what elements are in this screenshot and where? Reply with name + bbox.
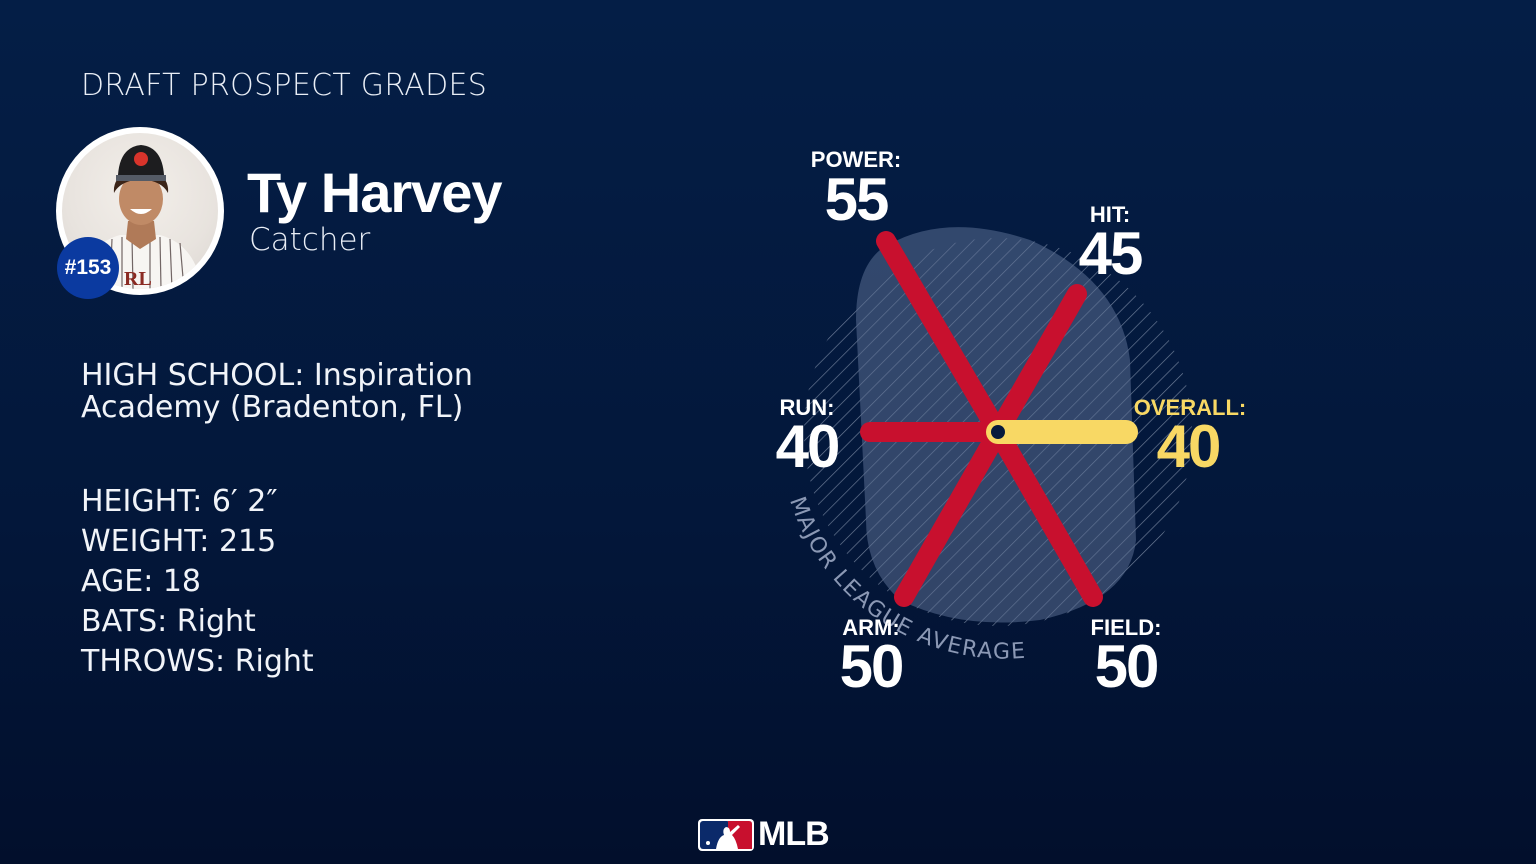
arm-spoke: [894, 422, 1008, 607]
high-school-info: HIGH SCHOOL: Inspiration Academy (Braden…: [81, 358, 473, 425]
run-value: 40: [775, 413, 841, 480]
hit-label: HIT:: [1089, 202, 1131, 227]
hit-spoke: [988, 284, 1087, 442]
center-dot: [991, 425, 1005, 439]
overall-label: OVERALL:: [1133, 395, 1247, 420]
player-position: Catcher: [249, 222, 371, 258]
age-stat: AGE: 18: [81, 564, 202, 599]
field-value: 50: [1094, 633, 1160, 700]
arm-label: ARM:: [842, 615, 900, 640]
field-label: FIELD:: [1090, 615, 1162, 640]
arm-value: 50: [839, 633, 905, 700]
run-label: RUN:: [779, 395, 835, 420]
page-title: DRAFT PROSPECT GRADES: [81, 68, 488, 103]
bats-stat: BATS: Right: [81, 604, 256, 639]
height-stat: HEIGHT: 6′ 2″: [81, 484, 278, 519]
svg-text:RL: RL: [124, 268, 152, 289]
player-name: Ty Harvey: [247, 161, 503, 224]
bio-stats: HEIGHT: 6′ 2″ WEIGHT: 215 AGE: 18 BATS: …: [81, 482, 314, 682]
mlb-wordmark: MLB: [758, 815, 830, 853]
throws-stat: THROWS: Right: [81, 644, 314, 679]
overall-value: 40: [1156, 413, 1222, 480]
hit-value: 45: [1078, 220, 1144, 287]
power-label: POWER:: [810, 147, 902, 172]
mlb-batter-icon: [698, 818, 754, 851]
power-spoke: [876, 231, 1008, 442]
mlb-logo: MLB: [698, 815, 830, 854]
grade-spokes: [860, 231, 1103, 607]
weight-stat: WEIGHT: 215: [81, 524, 277, 559]
field-spoke: [988, 422, 1103, 607]
power-value: 55: [824, 166, 890, 233]
rank-badge: #153: [57, 237, 119, 299]
